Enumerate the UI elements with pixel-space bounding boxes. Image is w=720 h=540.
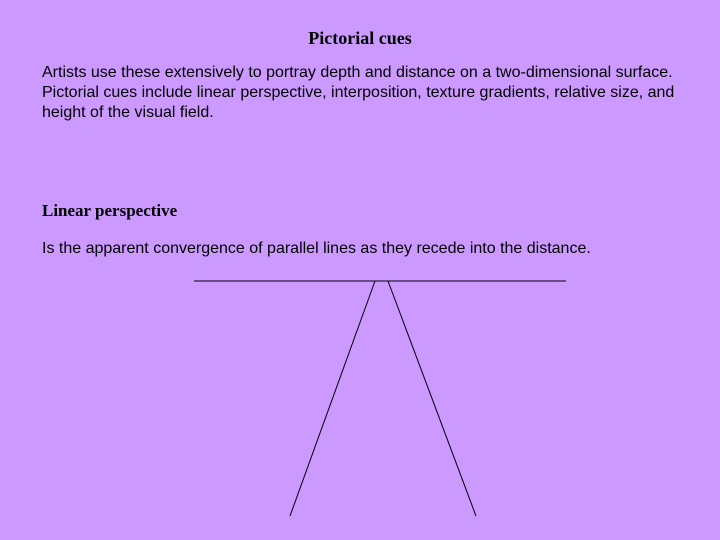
intro-paragraph: Artists use these extensively to portray… — [0, 63, 720, 123]
section-paragraph: Is the apparent convergence of parallel … — [0, 239, 720, 259]
linear-perspective-diagram — [190, 278, 570, 518]
converging-line-left — [290, 281, 375, 516]
page-title: Pictorial cues — [0, 0, 720, 63]
converging-line-right — [388, 281, 476, 516]
section-heading: Linear perspective — [0, 201, 720, 221]
